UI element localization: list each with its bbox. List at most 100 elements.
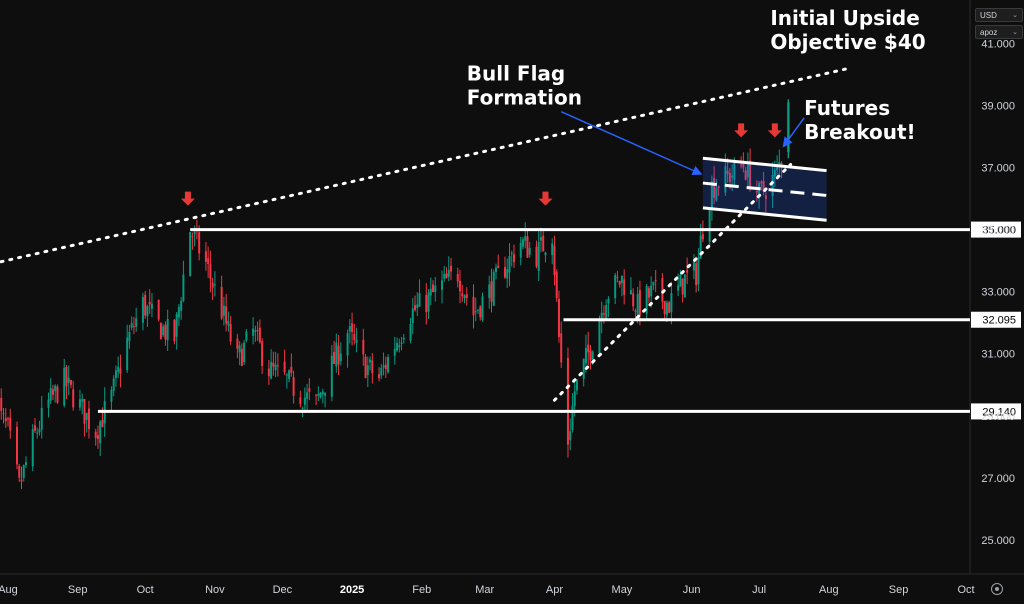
candle-body xyxy=(9,417,12,431)
candle-body xyxy=(755,191,758,193)
candle-body xyxy=(112,378,115,391)
candle-body xyxy=(227,321,230,326)
candle-body xyxy=(409,323,412,341)
candle-body xyxy=(369,359,372,363)
candle-body xyxy=(321,391,324,395)
candle-body xyxy=(654,280,657,282)
candle-body xyxy=(508,256,511,273)
scale-select-value: apoz xyxy=(980,28,998,37)
candle-body xyxy=(560,333,563,363)
candle-body xyxy=(7,418,9,420)
candle-body xyxy=(650,285,653,297)
candle-body xyxy=(773,170,776,177)
candle-body xyxy=(182,274,185,302)
candle-body xyxy=(402,337,405,340)
candle-body xyxy=(51,389,54,395)
candle-body xyxy=(569,431,572,441)
candle-body xyxy=(398,345,401,348)
candle-body xyxy=(683,274,686,298)
candle-body xyxy=(213,284,216,286)
candle-body xyxy=(0,397,3,411)
y-tick-label: 27.000 xyxy=(981,473,1015,485)
dotted-trendline xyxy=(552,162,793,402)
candle-body xyxy=(355,339,358,344)
candle-body xyxy=(148,301,151,305)
candle-body xyxy=(364,356,367,379)
candle-body xyxy=(330,355,333,397)
candle-body xyxy=(173,319,176,342)
candle-body xyxy=(697,257,700,285)
candle-body xyxy=(366,365,369,376)
drawing-overlays: 35.000 32.095 29.140 xyxy=(0,66,1021,420)
candle-body xyxy=(164,324,167,340)
candle-body xyxy=(663,300,666,315)
candle-body xyxy=(81,398,84,402)
candle-body xyxy=(605,304,608,319)
x-tick-label: May xyxy=(612,584,633,596)
candle-body xyxy=(382,365,385,368)
candle-body xyxy=(740,164,743,166)
candle-body xyxy=(456,273,459,282)
currency-select[interactable]: USD ⌄ xyxy=(975,8,1023,22)
candle-body xyxy=(528,247,531,255)
x-tick-label: Sep xyxy=(889,584,909,596)
candle-body xyxy=(434,285,437,292)
candle-body xyxy=(303,397,306,405)
candle-body xyxy=(54,385,57,392)
candle-body xyxy=(222,305,225,316)
candle-body xyxy=(728,172,731,182)
candle-body xyxy=(521,239,524,247)
candle-body xyxy=(65,366,68,387)
annotation-text: Futures xyxy=(804,96,890,120)
candle-body xyxy=(400,342,403,344)
candle-body xyxy=(229,324,232,342)
candle-body xyxy=(535,246,538,267)
candle-body xyxy=(254,330,257,332)
candle-body xyxy=(126,337,129,371)
candle-body xyxy=(243,342,246,363)
settings-gear-icon[interactable] xyxy=(991,583,1003,595)
candle-body xyxy=(31,429,34,467)
candle-body xyxy=(661,278,664,302)
candle-body xyxy=(301,407,304,409)
candle-body xyxy=(461,293,464,297)
candle-body xyxy=(191,235,194,237)
candle-body xyxy=(575,379,578,391)
x-tick-label: Apr xyxy=(546,584,563,596)
candle-body xyxy=(582,358,585,379)
candle-body xyxy=(258,327,261,343)
scale-select[interactable]: apoz ⌄ xyxy=(975,25,1023,39)
candle-body xyxy=(677,285,680,291)
candle-body xyxy=(681,278,684,295)
candle-body xyxy=(490,281,493,302)
candle-body xyxy=(503,267,506,278)
candle-body xyxy=(18,466,21,478)
candle-body xyxy=(285,374,288,376)
candle-body xyxy=(665,302,668,316)
price-axis[interactable]: 41.000 39.000 37.000 35.000 33.000 31.000 29.0… xyxy=(981,38,1015,546)
y-tick-label: 31.000 xyxy=(981,349,1015,361)
candle-body xyxy=(159,323,162,340)
candle-body xyxy=(429,288,432,296)
candle-body xyxy=(589,350,592,360)
candle-body xyxy=(623,279,626,295)
candle-body xyxy=(15,426,18,465)
chevron-down-icon: ⌄ xyxy=(1012,29,1018,36)
candle-body xyxy=(607,298,610,304)
candle-body xyxy=(634,310,637,312)
candle-body xyxy=(283,361,286,373)
candle-body xyxy=(40,407,43,430)
candle-body xyxy=(378,374,381,379)
candle-body xyxy=(416,304,419,308)
candle-body xyxy=(445,273,448,279)
candle-body xyxy=(731,175,734,178)
time-axis[interactable]: Aug Sep Oct Nov Dec 2025 Feb Mar Apr May Jun Jul Aug… xyxy=(0,584,975,596)
candle-body xyxy=(542,235,545,252)
down-arrow-marker-icon xyxy=(734,123,749,138)
candle-body xyxy=(481,296,484,320)
candle-body xyxy=(83,398,86,424)
candle-body xyxy=(144,294,147,316)
candle-body xyxy=(337,345,340,365)
